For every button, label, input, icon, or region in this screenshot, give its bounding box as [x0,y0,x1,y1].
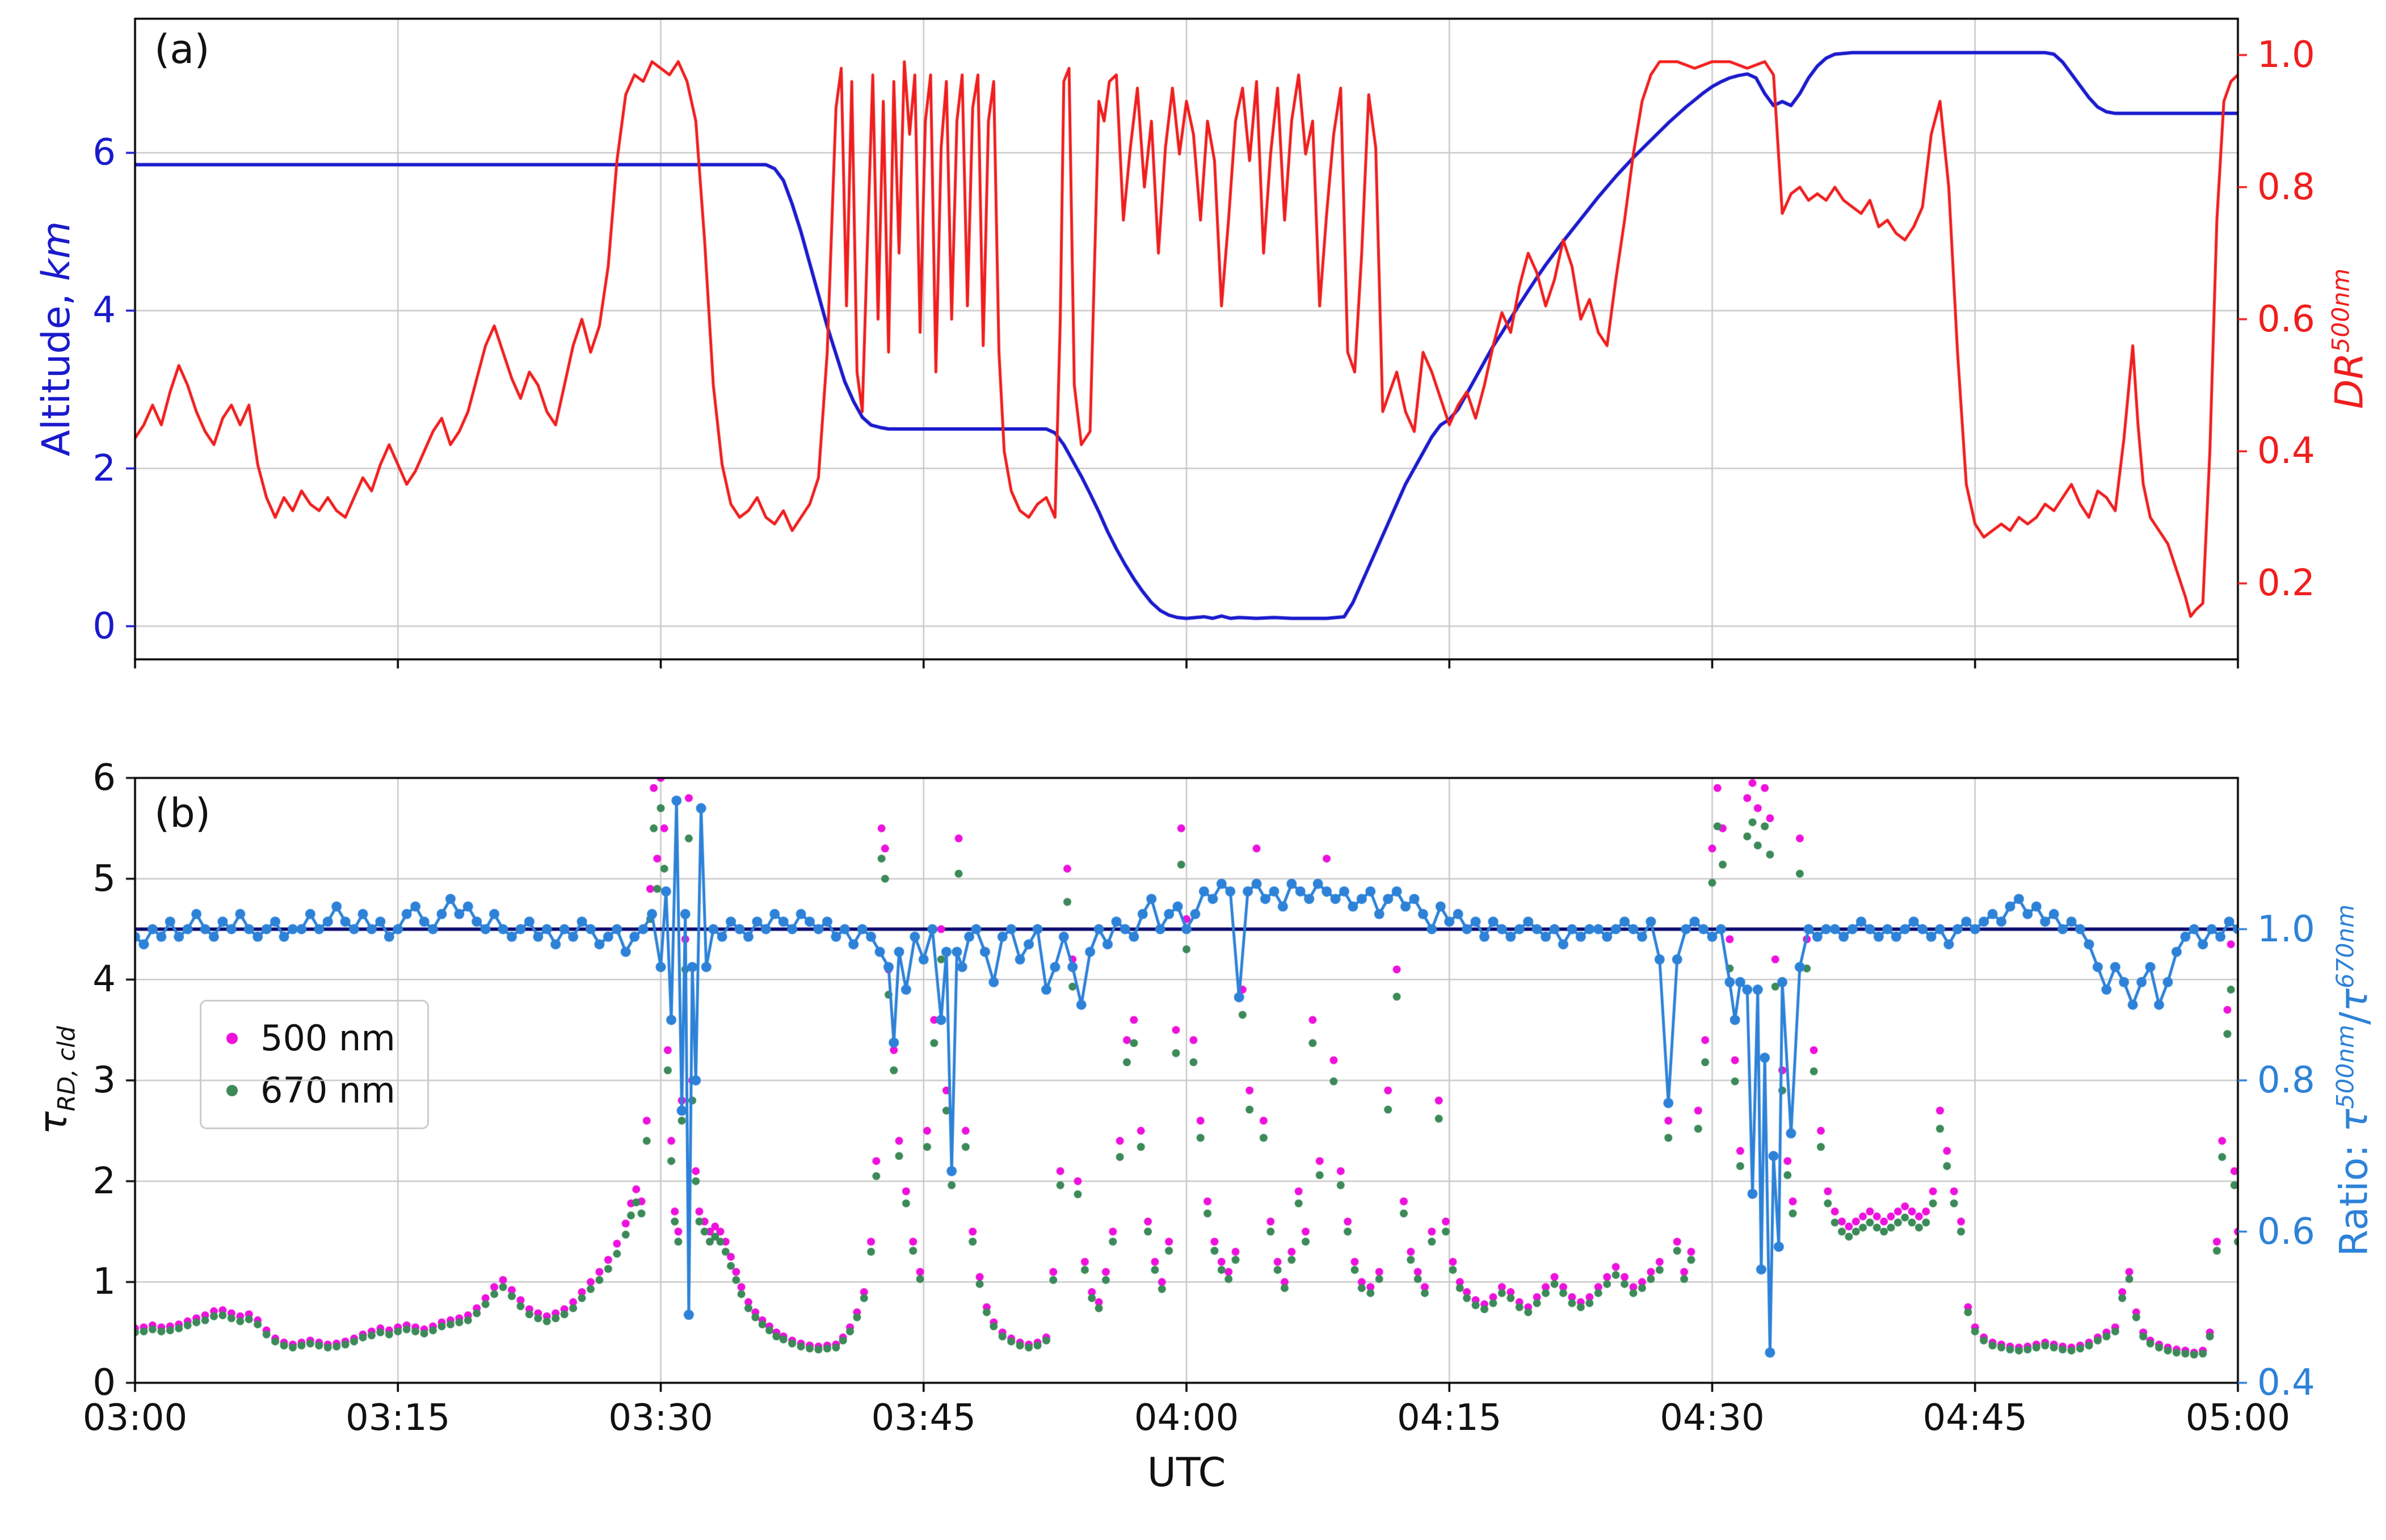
panel-b-right-axis-label: Ratio: τ500nm/τ670nm [2331,904,2377,1257]
dr-label-text: DR [2327,352,2372,409]
ratio-label-sup2: 670nm [2331,904,2359,989]
panel-a-right-axis-label: DR500nm [2326,268,2372,409]
panel-b-right-tick-label: 0.8 [2257,1059,2315,1101]
panel-b-left-tick-label: 6 [92,757,116,799]
panel-b-xtick-label: 04:15 [1397,1397,1502,1439]
ratio-label-prefix: Ratio: [2332,1132,2377,1257]
tau-label-subscript: RD, cld [52,1026,81,1112]
panel-b-left-tick-label: 1 [92,1261,116,1303]
x-axis-label: UTC [1147,1449,1226,1496]
panel-b-xtick-label: 04:00 [1134,1397,1239,1439]
panel-b-left-tick-label: 0 [92,1362,116,1404]
panel-a-right-tick-label: 0.4 [2257,430,2315,473]
panel-b-xtick-label: 05:00 [2185,1397,2291,1439]
ratio-label-sup1: 500nm [2331,1024,2359,1109]
panel-b-left-tick-label: 4 [92,958,116,1001]
panel-a-right-tick-label: 0.2 [2257,562,2315,605]
panel-a-left-tick-label: 2 [92,447,116,490]
altitude-label-unit: km [34,221,79,281]
panel-a-right-tick-label: 1.0 [2257,34,2315,76]
panel-b-left-tick-label: 3 [92,1059,116,1101]
panel-b-xtick-label: 03:00 [82,1397,188,1439]
panel-b-plot [121,764,2252,1396]
panel-a-left-axis-label: Altitude, km [34,221,79,457]
panel-b-right-tick-label: 0.6 [2257,1210,2315,1253]
panel-a-plot [121,5,2252,673]
panel-a-right-tick-label: 0.8 [2257,166,2315,208]
panel-a-left-tick-label: 6 [92,132,116,174]
panel-b-right-tick-label: 0.4 [2257,1362,2315,1404]
panel-b-left-tick-label: 5 [92,857,116,900]
panel-b-xtick-label: 04:45 [1922,1397,2027,1439]
panel-a-left-tick-label: 0 [92,605,116,647]
panel-b-left-axis-label: τRD, cld [31,1026,81,1134]
ratio-label-tau1: τ [2332,1109,2377,1133]
panel-b-xtick-label: 03:45 [871,1397,976,1439]
panel-b-right-tick-label: 1.0 [2257,908,2315,950]
panel-b-xtick-label: 03:30 [608,1397,713,1439]
ratio-label-tau2: τ [2332,988,2377,1012]
panel-b-xtick-label: 04:30 [1660,1397,1765,1439]
tau-label-text: τ [31,1111,77,1135]
altitude-label-text: Altitude, [34,281,79,457]
panel-b-xtick-label: 03:15 [346,1397,451,1439]
ratio-label-slash: / [2332,1011,2377,1025]
panel-a-left-tick-label: 4 [92,289,116,332]
panel-a-right-tick-label: 0.6 [2257,298,2315,340]
panel-b-left-tick-label: 2 [92,1160,116,1202]
dr-label-superscript: 500nm [2326,268,2355,353]
